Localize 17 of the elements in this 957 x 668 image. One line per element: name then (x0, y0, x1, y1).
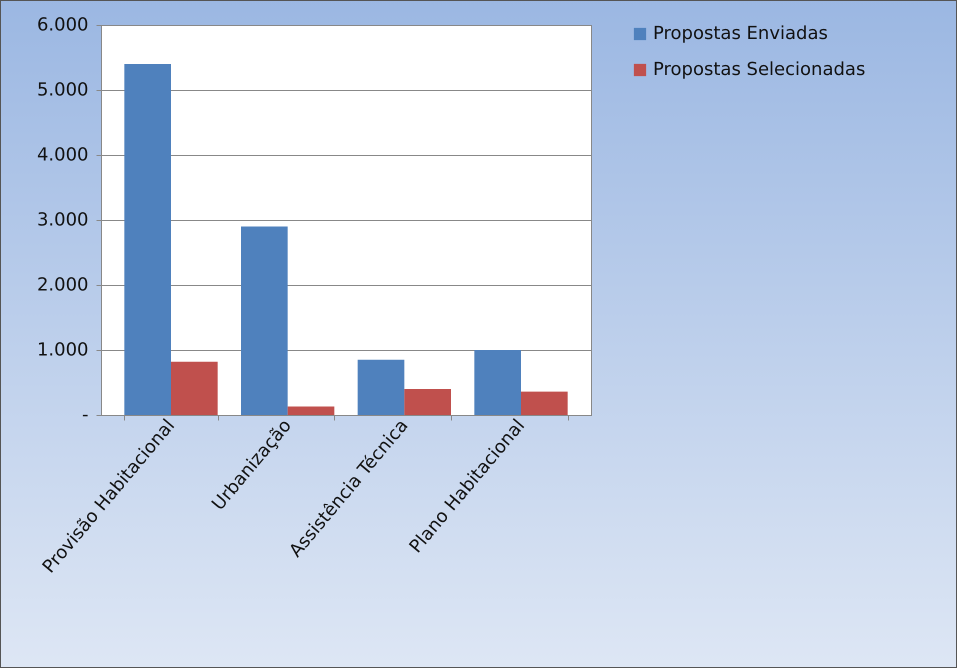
y-tick-label: 2.000 (36, 274, 88, 296)
legend-label: Propostas Enviadas (653, 23, 828, 44)
bar (171, 362, 218, 415)
bar (124, 64, 171, 415)
bar (474, 350, 521, 415)
bar (241, 226, 288, 415)
bar (521, 392, 568, 415)
bar (404, 389, 451, 415)
bar (288, 406, 334, 415)
y-tick-label: 1.000 (36, 340, 88, 360)
y-tick-label: 6.000 (36, 14, 88, 36)
y-tick-label: 5.000 (36, 80, 88, 100)
y-tick-label: 4.000 (36, 144, 88, 166)
y-tick-label: 3.000 (36, 210, 88, 230)
y-tick-label: - (82, 404, 88, 426)
bar (358, 360, 404, 415)
legend-label: Propostas Selecionadas (653, 59, 866, 80)
